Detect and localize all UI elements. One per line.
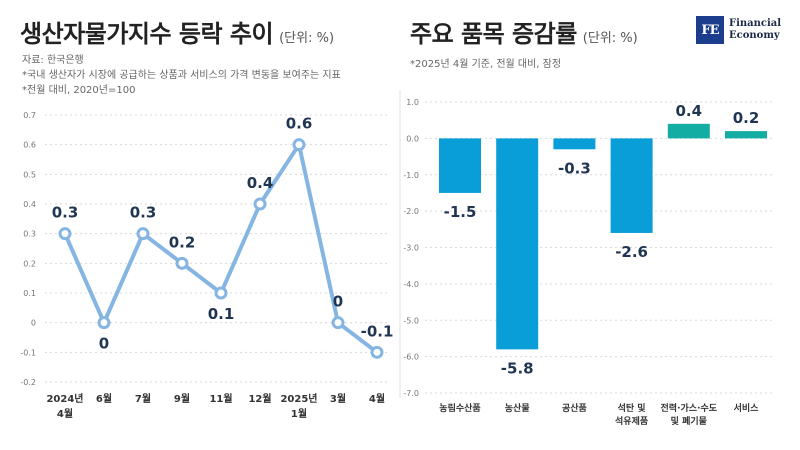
ppi-point xyxy=(58,227,72,241)
x-tick-label: 4월 xyxy=(57,408,73,420)
y-tick-label: -5.0 xyxy=(403,316,419,325)
x-tick-label: 전력·가스·수도 xyxy=(661,402,718,414)
x-tick-label: 7월 xyxy=(135,393,151,405)
item-data-label: -0.3 xyxy=(558,159,591,177)
x-tick-label: 11월 xyxy=(209,393,232,405)
y-tick-label: 0 xyxy=(31,319,36,328)
x-tick-label: 농림수산품 xyxy=(439,402,480,414)
ppi-point xyxy=(292,138,306,152)
y-tick-label: -0.2 xyxy=(20,378,36,387)
y-tick-label: 0.0 xyxy=(406,134,419,143)
ppi-data-label: 0.2 xyxy=(169,233,196,251)
right-chart-title: 주요 품목 증감률 (단위: %) xyxy=(410,20,638,48)
item-data-label: 0.2 xyxy=(733,109,760,127)
item-bar xyxy=(496,138,539,350)
ppi-data-label: 0.4 xyxy=(247,174,274,192)
item-bar xyxy=(725,131,767,139)
x-tick-label: 3월 xyxy=(330,393,346,405)
logo-line-1: Financial xyxy=(729,18,782,29)
item-bar xyxy=(553,138,596,150)
ppi-point xyxy=(253,197,267,211)
right-notes: *2025년 4월 기준, 전월 대비, 잠정 xyxy=(410,57,561,72)
x-tick-label: 및 폐기물 xyxy=(671,415,707,427)
ppi-point xyxy=(175,256,189,270)
left-unit-label: (단위: %) xyxy=(279,31,335,46)
y-tick-label: 0.4 xyxy=(23,200,36,209)
x-tick-label: 6월 xyxy=(96,393,112,405)
y-tick-label: 1.0 xyxy=(406,98,419,107)
item-data-label: -1.5 xyxy=(444,203,477,221)
ppi-point xyxy=(331,316,345,330)
ppi-point xyxy=(136,227,150,241)
x-tick-label: 공산품 xyxy=(562,402,587,414)
ppi-data-label: 0 xyxy=(99,335,109,353)
y-tick-label: 0.7 xyxy=(23,111,36,120)
item-bar xyxy=(610,138,653,233)
ppi-data-label: 0.3 xyxy=(130,204,157,222)
ppi-data-label: 0.1 xyxy=(208,305,235,323)
y-tick-label: 0.6 xyxy=(23,141,36,150)
y-tick-label: -2.0 xyxy=(403,207,419,216)
ppi-data-label: 0.6 xyxy=(286,115,313,133)
left-notes: 자료: 한국은행 *국내 생산자가 시장에 공급하는 상품과 서비스의 가격 변… xyxy=(22,53,341,98)
item-data-label: 0.4 xyxy=(676,102,703,120)
x-tick-label: 2025년 xyxy=(280,392,317,405)
y-tick-label: 0.5 xyxy=(23,170,36,179)
basis-note: *전월 대비, 2020년=100 xyxy=(22,85,136,96)
left-chart-title: 생산자물가지수 등락 추이 (단위: %) xyxy=(20,20,335,48)
financial-economy-logo: FE Financial Economy xyxy=(696,16,781,44)
y-tick-label: 0.3 xyxy=(23,230,36,239)
logo-line-2: Economy xyxy=(729,30,780,41)
right-unit-label: (단위: %) xyxy=(582,31,638,46)
ppi-data-label: -0.1 xyxy=(361,322,394,340)
y-tick-label: -3.0 xyxy=(403,244,419,253)
x-tick-label: 12월 xyxy=(248,393,271,405)
ppi-data-label: 0 xyxy=(333,293,343,311)
item-bar xyxy=(667,123,710,139)
x-tick-label: 농산물 xyxy=(505,402,530,414)
source-note: 자료: 한국은행 xyxy=(22,55,84,66)
item-data-label: -5.8 xyxy=(501,359,534,377)
x-tick-label: 석탄 및 xyxy=(618,402,646,414)
item-bar xyxy=(439,138,481,193)
date-basis-note: *2025년 4월 기준, 전월 대비, 잠정 xyxy=(410,59,562,70)
x-tick-label: 9월 xyxy=(174,393,190,405)
ppi-data-label: 0.3 xyxy=(52,204,79,222)
item-data-label: -2.6 xyxy=(615,243,648,261)
y-tick-label: -1.0 xyxy=(403,171,419,180)
y-tick-label: -6.0 xyxy=(403,353,419,362)
x-tick-label: 1월 xyxy=(291,408,307,420)
y-tick-label: 0.2 xyxy=(23,259,36,268)
x-tick-label: 석유제품 xyxy=(615,415,648,427)
logo-mark: FE xyxy=(696,16,724,44)
ppi-point xyxy=(214,286,228,300)
y-tick-label: -7.0 xyxy=(403,389,419,398)
y-tick-label: -4.0 xyxy=(403,280,419,289)
y-tick-label: -0.1 xyxy=(20,348,36,357)
x-tick-label: 서비스 xyxy=(734,402,760,414)
logo-wordmark: Financial Economy xyxy=(729,18,781,42)
definition-note: *국내 생산자가 시장에 공급하는 상품과 서비스의 가격 변동을 보여주는 지… xyxy=(22,70,341,81)
ppi-point xyxy=(370,345,384,359)
x-tick-label: 4월 xyxy=(369,393,385,405)
y-tick-label: 0.1 xyxy=(23,289,36,298)
ppi-point xyxy=(97,316,111,330)
x-tick-label: 2024년 xyxy=(46,392,83,405)
